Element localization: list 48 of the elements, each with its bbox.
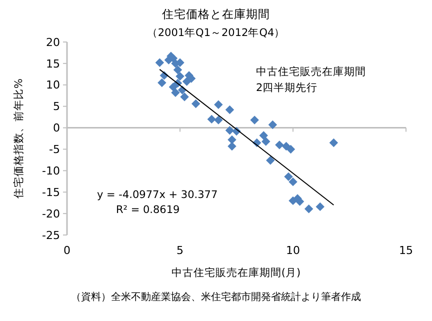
y-tick-label: -25	[42, 228, 60, 242]
point	[225, 126, 234, 135]
chart-title: 住宅価格と在庫期間	[161, 7, 270, 21]
point	[304, 204, 314, 214]
y-tick-label: -5	[49, 143, 60, 156]
point	[214, 116, 223, 124]
point	[214, 100, 223, 109]
point	[207, 114, 216, 124]
point	[180, 92, 189, 102]
text: （資料）全米不動産業協会、米住宅都市開発省統計より筆者作成	[71, 291, 361, 303]
point	[329, 138, 338, 148]
point	[158, 78, 166, 88]
annotation: 中古住宅販売在庫期間	[256, 65, 366, 78]
x-tick-label: 10	[286, 244, 300, 257]
point	[155, 58, 164, 67]
point	[191, 99, 200, 108]
x-tick-label: 0	[64, 244, 70, 257]
y-tick-label: 15	[46, 57, 60, 70]
point	[266, 156, 275, 165]
point	[288, 177, 298, 186]
point	[173, 66, 182, 74]
x-axis-title: 中古住宅販売在庫期間(月)	[171, 266, 301, 279]
point	[316, 202, 324, 212]
y-axis-title: 住宅価格指数、前年比%	[12, 78, 25, 198]
annotation: R² = 0.8619	[116, 204, 180, 216]
x-tick-label: 15	[399, 244, 413, 257]
point	[225, 105, 234, 114]
y-tick-label: 0	[53, 122, 60, 135]
point	[168, 82, 178, 92]
chart-subtitle: （2001年Q1～2012年Q4）	[146, 27, 286, 39]
y-tick-label: 20	[46, 36, 60, 49]
point	[262, 137, 270, 146]
y-tick-label: 10	[46, 78, 60, 92]
annotation: 2四半期先行	[256, 81, 318, 94]
point	[259, 131, 268, 140]
point	[275, 140, 284, 150]
x-tick-label: 5	[176, 244, 184, 257]
point	[268, 120, 278, 130]
point	[286, 144, 296, 154]
point	[284, 172, 293, 182]
annotation: y = -4.0977x + 30.377	[97, 189, 218, 201]
point	[171, 88, 180, 97]
y-tick-label: -10	[42, 164, 60, 178]
point	[176, 72, 184, 81]
point	[250, 116, 259, 124]
y-tick-label: -20	[42, 207, 60, 220]
y-tick-label: 5	[53, 100, 60, 114]
y-tick-label: -15	[42, 186, 60, 199]
